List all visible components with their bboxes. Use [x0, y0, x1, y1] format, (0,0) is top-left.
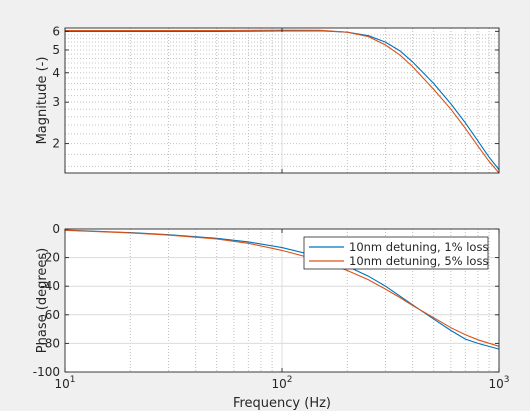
x-tick-label: 103: [488, 375, 509, 391]
y-tick-label: -100: [33, 365, 60, 379]
legend-box: [303, 236, 489, 270]
x-tick-label: 102: [271, 375, 292, 391]
y-tick-label: 5: [52, 43, 60, 57]
series-line-1: [64, 229, 500, 350]
x-tick-label: 101: [54, 375, 75, 391]
y-tick-label: 4: [52, 66, 60, 80]
y-tick-label: 2: [52, 137, 60, 151]
series-line-2: [64, 229, 500, 347]
legend-label-2: 10nm detuning, 5% loss: [349, 254, 488, 268]
y-tick-label: -80: [40, 336, 60, 350]
y-tick-label: 6: [52, 24, 60, 38]
y-axis-label: Phase (degrees): [35, 248, 50, 353]
series-line-1: [65, 30, 500, 170]
y-tick-label: 3: [52, 95, 60, 109]
legend-label-1: 10nm detuning, 1% loss: [349, 240, 488, 254]
y-tick-label: -20: [40, 251, 60, 265]
x-axis-label: Frequency (Hz): [233, 396, 331, 411]
y-tick-label: -60: [40, 308, 60, 322]
y-tick-label: 0: [52, 222, 60, 236]
y-tick-label: -40: [40, 279, 60, 293]
series-line-2: [65, 29, 500, 174]
magnitude-axes: 2 3 4 5 6 Magnitude (-): [35, 24, 500, 174]
y-axis-label: Magnitude (-): [35, 57, 50, 145]
